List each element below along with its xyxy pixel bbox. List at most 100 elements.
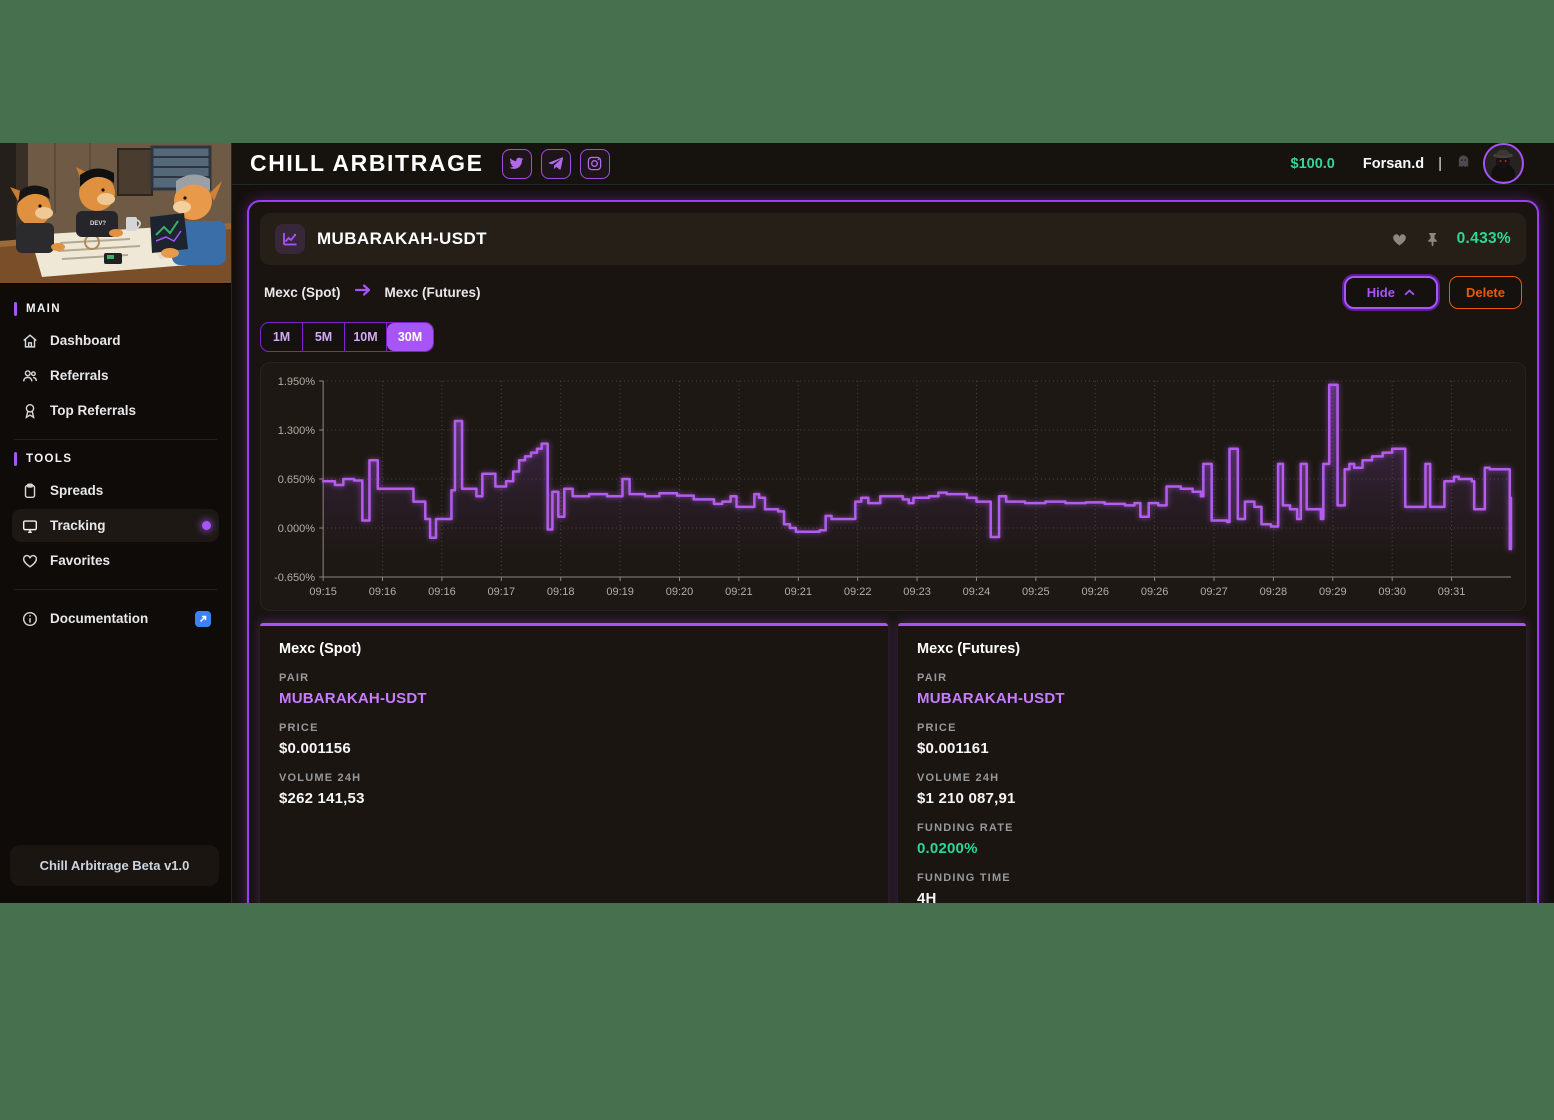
futures-pair-value: MUBARAKAH-USDT (917, 690, 1065, 707)
ghost-icon (1456, 154, 1471, 174)
card-title: Mexc (Spot) (279, 641, 362, 657)
y-tick-label: 1.950% (278, 376, 316, 388)
telegram-link[interactable] (540, 148, 571, 179)
field-label-funding-rate: FUNDING RATE (917, 822, 1014, 834)
sidebar-item-tracking[interactable]: Tracking (12, 509, 219, 542)
active-indicator-dot (202, 521, 211, 530)
section-accent-bar (14, 302, 17, 316)
x-tick-label: 09:23 (903, 586, 931, 598)
sidebar-item-label: Favorites (50, 553, 111, 568)
medal-icon (20, 401, 39, 420)
sidebar-item-referrals[interactable]: Referrals (12, 359, 219, 392)
field-label-funding-time: FUNDING TIME (917, 872, 1011, 884)
titlebar-actions: 0.433% (1391, 230, 1511, 248)
sidebar-item-favorites[interactable]: Favorites (12, 544, 219, 577)
main-column: CHILL ARBITRAGE $100.0 Forsan.d | (232, 143, 1554, 903)
sidebar-item-label: Tracking (50, 518, 106, 533)
futures-price-value: $0.001161 (917, 740, 989, 757)
sidebar-section-main: MAIN (14, 302, 217, 316)
tab-30m[interactable]: 30M (387, 323, 433, 351)
futures-card: Mexc (Futures) PAIR MUBARAKAH-USDT PRICE… (898, 623, 1526, 903)
sidebar-item-label: Documentation (50, 611, 149, 626)
spot-card: Mexc (Spot) PAIR MUBARAKAH-USDT PRICE $0… (260, 623, 888, 903)
x-tick-label: 09:17 (488, 586, 516, 598)
route-buttons: Hide Delete (1343, 276, 1522, 309)
external-link-icon (195, 610, 211, 627)
instagram-link[interactable] (579, 148, 610, 179)
sidebar-divider (14, 439, 217, 440)
section-title: TOOLS (26, 453, 73, 465)
sidebar-section-tools: TOOLS (14, 452, 217, 466)
svg-text:DEV?: DEV? (90, 221, 106, 227)
username-separator: | (1438, 155, 1442, 172)
spread-area-fill (323, 384, 1511, 577)
field-label-volume: VOLUME 24H (917, 772, 1000, 784)
delete-button[interactable]: Delete (1448, 276, 1522, 309)
tab-10m[interactable]: 10M (345, 323, 387, 351)
spot-price-value: $0.001156 (279, 740, 351, 757)
tab-1m[interactable]: 1M (261, 323, 303, 351)
header-account-area: $100.0 Forsan.d | (1290, 143, 1524, 184)
twitter-icon (509, 157, 524, 169)
field-label-pair: PAIR (917, 672, 948, 684)
home-icon (20, 331, 39, 350)
card-title: Mexc (Futures) (917, 641, 1021, 657)
tab-5m[interactable]: 5M (303, 323, 345, 351)
sidebar-hero-image: DEV? (0, 143, 231, 284)
section-title: MAIN (26, 303, 61, 315)
x-tick-label: 09:22 (844, 586, 872, 598)
x-tick-label: 09:16 (369, 586, 397, 598)
avatar[interactable] (1483, 143, 1524, 184)
sidebar-item-documentation[interactable]: Documentation (12, 602, 219, 635)
monitor-icon (20, 516, 39, 535)
hide-button[interactable]: Hide (1343, 276, 1438, 309)
beta-version-badge: Chill Arbitrage Beta v1.0 (10, 845, 219, 886)
x-tick-label: 09:21 (725, 586, 753, 598)
panel-titlebar: MUBARAKAH-USDT 0.433% (260, 213, 1526, 265)
timeframe-tabs: 1M 5M 10M 30M (260, 322, 434, 352)
sidebar-item-spreads[interactable]: Spreads (12, 474, 219, 507)
x-tick-label: 09:15 (309, 586, 337, 598)
x-tick-label: 09:19 (606, 586, 634, 598)
x-tick-label: 09:25 (1022, 586, 1050, 598)
pin-button[interactable] (1425, 232, 1440, 247)
x-tick-label: 09:30 (1378, 586, 1406, 598)
field-label-price: PRICE (917, 722, 957, 734)
sidebar-divider (14, 589, 217, 590)
route-row: Mexc (Spot) Mexc (Futures) Hide Delete (260, 265, 1526, 320)
users-icon (20, 366, 39, 385)
y-tick-label: 0.000% (278, 523, 316, 535)
sidebar-item-label: Referrals (50, 368, 109, 383)
clipboard-icon (20, 481, 39, 500)
x-tick-label: 09:16 (428, 586, 456, 598)
field-label-volume: VOLUME 24H (279, 772, 362, 784)
app-window: DEV? MAIN (0, 143, 1554, 903)
field-label-pair: PAIR (279, 672, 310, 684)
account-balance: $100.0 (1290, 155, 1335, 172)
route-to: Mexc (Futures) (384, 285, 481, 300)
spread-chart-container: 09:15 09:16 09:16 09:17 09:18 09:19 09:20 09:21… (260, 362, 1526, 611)
field-label-price: PRICE (279, 722, 319, 734)
y-tick-label: 0.650% (278, 474, 316, 486)
twitter-link[interactable] (501, 148, 532, 179)
instagram-icon (587, 156, 602, 171)
x-tick-label: 09:20 (666, 586, 694, 598)
x-tick-label: 09:28 (1260, 586, 1288, 598)
main-content: MUBARAKAH-USDT 0.433% Mexc (Spo (232, 185, 1554, 903)
x-tick-label: 09:29 (1319, 586, 1347, 598)
section-accent-bar (14, 452, 17, 466)
exchange-cards: Mexc (Spot) PAIR MUBARAKAH-USDT PRICE $0… (260, 623, 1526, 903)
arrow-right-icon (354, 283, 372, 302)
heart-icon (1392, 233, 1406, 245)
sidebar-item-label: Dashboard (50, 333, 121, 348)
sidebar-item-dashboard[interactable]: Dashboard (12, 324, 219, 357)
y-tick-label: 1.300% (278, 425, 316, 437)
hide-button-label: Hide (1366, 285, 1395, 300)
sidebar-item-top-referrals[interactable]: Top Referrals (12, 394, 219, 427)
futures-volume-value: $1 210 087,91 (917, 790, 1016, 807)
sidebar: DEV? MAIN (0, 143, 232, 903)
telegram-icon (548, 157, 564, 170)
favorite-button[interactable] (1391, 231, 1408, 248)
chevron-up-icon (1404, 289, 1415, 296)
